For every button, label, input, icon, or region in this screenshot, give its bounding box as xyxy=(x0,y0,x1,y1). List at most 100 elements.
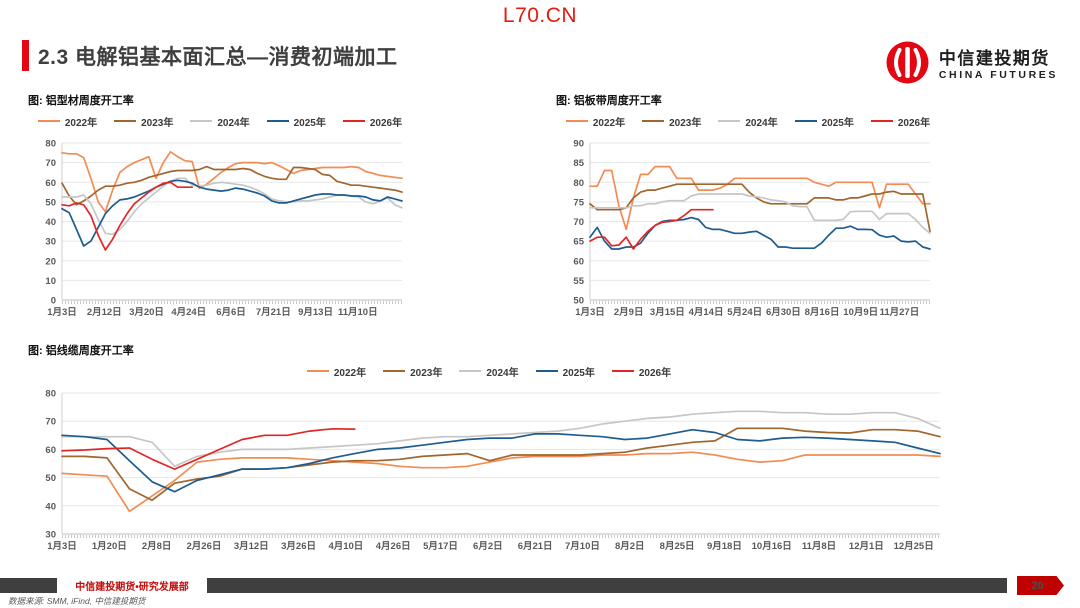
legend-swatch-icon xyxy=(266,119,289,123)
series-line-2026年 xyxy=(61,427,356,470)
svg-text:5月24日: 5月24日 xyxy=(727,307,762,318)
legend-swatch-icon xyxy=(565,119,588,123)
title-row: 2.3 电解铝基本面汇总—消费初端加工 xyxy=(22,40,398,71)
svg-text:6月2日: 6月2日 xyxy=(473,541,503,552)
svg-text:11月10日: 11月10日 xyxy=(338,307,378,318)
legend-swatch-icon xyxy=(535,369,558,373)
legend-item: 2026年 xyxy=(870,114,931,129)
svg-text:7月10日: 7月10日 xyxy=(565,541,600,552)
series-line-2023年 xyxy=(589,183,931,233)
figure-label: 图: 铝型材周度开工率 xyxy=(28,95,134,107)
svg-text:60: 60 xyxy=(573,256,584,267)
legend-item: 2025年 xyxy=(535,364,595,379)
legend-item: 2022年 xyxy=(565,114,625,129)
svg-text:10月16日: 10月16日 xyxy=(752,541,792,552)
svg-text:40: 40 xyxy=(45,501,56,512)
page-number-badge: 20 xyxy=(1017,576,1064,595)
footer-dept-label: 中信建投期货•研究发展部 xyxy=(75,582,189,593)
legend-swatch-icon xyxy=(718,119,741,123)
svg-text:8月16日: 8月16日 xyxy=(805,307,840,318)
chart-sheet-strip-operating-rate: 图: 铝板带周度开工率 2022年 2023年 2024年 2025年 2026年 50… xyxy=(556,92,940,324)
series-line-2022年 xyxy=(61,150,403,213)
chart-canvas: 50 55 60 65 70 75 80 85 90 1月3日 2月9日 3月15日 4月14日 5月24… xyxy=(573,139,931,318)
figure-label: 图: 铝线缆周度开工率 xyxy=(28,345,134,357)
svg-text:0: 0 xyxy=(51,296,56,307)
legend-item: 2025年 xyxy=(266,114,326,129)
svg-text:70: 70 xyxy=(45,158,56,169)
svg-text:80: 80 xyxy=(45,389,56,400)
legend-item: 2023年 xyxy=(114,114,173,129)
legend-swatch-icon xyxy=(794,119,817,123)
svg-text:40: 40 xyxy=(45,217,56,228)
svg-text:9月18日: 9月18日 xyxy=(707,541,742,552)
legend-item: 2024年 xyxy=(718,114,778,129)
chart-legend: 2022年 2023年 2024年 2025年 2026年 xyxy=(556,114,940,129)
legend-label: 2026年 xyxy=(897,117,931,129)
svg-text:6月21日: 6月21日 xyxy=(518,541,553,552)
logo-name-cn: 中信建投期货 xyxy=(938,49,1050,69)
legend-label: 2024年 xyxy=(486,367,519,379)
svg-text:8月2日: 8月2日 xyxy=(615,541,645,552)
legend-label: 2025年 xyxy=(821,117,854,129)
svg-text:3月12日: 3月12日 xyxy=(234,541,269,552)
svg-text:2月12日: 2月12日 xyxy=(87,307,122,318)
svg-text:1月3日: 1月3日 xyxy=(47,307,77,318)
legend-swatch-icon xyxy=(114,119,137,123)
svg-text:80: 80 xyxy=(45,139,56,150)
svg-text:90: 90 xyxy=(573,139,584,150)
legend-label: 2023年 xyxy=(669,117,702,129)
svg-text:8月25日: 8月25日 xyxy=(660,541,695,552)
chart-legend: 2022年 2023年 2024年 2025年 2026年 xyxy=(28,364,950,379)
legend-swatch-icon xyxy=(342,119,365,123)
legend-swatch-icon xyxy=(306,369,329,373)
svg-text:50: 50 xyxy=(45,473,56,484)
svg-text:20: 20 xyxy=(45,256,56,267)
series-line-2026年 xyxy=(589,208,714,250)
series-line-2023年 xyxy=(61,165,403,206)
legend-label: 2023年 xyxy=(410,367,443,379)
legend-item: 2022年 xyxy=(306,364,367,379)
svg-text:3月15日: 3月15日 xyxy=(650,307,685,318)
svg-text:4月10日: 4月10日 xyxy=(328,541,363,552)
legend-item: 2025年 xyxy=(794,114,854,129)
series-line-2026年 xyxy=(61,181,194,251)
legend-swatch-icon xyxy=(870,119,893,123)
legend-swatch-icon xyxy=(190,119,213,123)
svg-text:12月1日: 12月1日 xyxy=(849,541,884,552)
chart-canvas: 30 40 50 60 70 80 1月3日 1月20日 2月8日 2月26日 3月12日 3月26日… xyxy=(45,389,941,552)
svg-text:30: 30 xyxy=(45,237,56,248)
footer-bar-left xyxy=(0,578,57,593)
svg-text:2月26日: 2月26日 xyxy=(187,541,222,552)
data-source-note: 数据来源: SMM, iFind, 中信建投期货 xyxy=(8,596,146,606)
logo-text: 中信建投期货 CHINA FUTURES xyxy=(939,49,1058,81)
svg-text:30: 30 xyxy=(45,530,56,541)
legend-item: 2026年 xyxy=(611,364,671,379)
brand-logo: 中信建投期货 CHINA FUTURES xyxy=(885,40,1058,90)
page-title: 2.3 电解铝基本面汇总—消费初端加工 xyxy=(38,45,398,69)
figure-label: 图: 铝板带周度开工率 xyxy=(556,95,662,107)
series-line-2022年 xyxy=(61,451,941,513)
legend-item: 2026年 xyxy=(342,114,402,129)
legend-swatch-icon xyxy=(37,119,60,123)
svg-text:1月3日: 1月3日 xyxy=(575,307,605,318)
svg-text:70: 70 xyxy=(45,417,56,428)
svg-text:7月21日: 7月21日 xyxy=(256,307,291,318)
legend-label: 2024年 xyxy=(745,117,778,129)
legend-swatch-icon xyxy=(611,369,634,373)
svg-text:50: 50 xyxy=(573,296,584,307)
legend-label: 2022年 xyxy=(333,367,367,379)
svg-text:85: 85 xyxy=(573,158,584,169)
svg-text:10月9日: 10月9日 xyxy=(843,307,878,318)
legend-label: 2025年 xyxy=(562,367,595,379)
series-line-2025年 xyxy=(61,428,941,493)
legend-item: 2023年 xyxy=(383,364,442,379)
legend-item: 2024年 xyxy=(190,114,250,129)
series-line-2022年 xyxy=(589,165,931,231)
svg-text:4月14日: 4月14日 xyxy=(689,307,724,318)
svg-text:9月13日: 9月13日 xyxy=(298,307,333,318)
svg-text:10: 10 xyxy=(45,276,56,287)
legend-swatch-icon xyxy=(642,119,665,123)
legend-item: 2024年 xyxy=(459,364,519,379)
legend-label: 2025年 xyxy=(293,117,326,129)
